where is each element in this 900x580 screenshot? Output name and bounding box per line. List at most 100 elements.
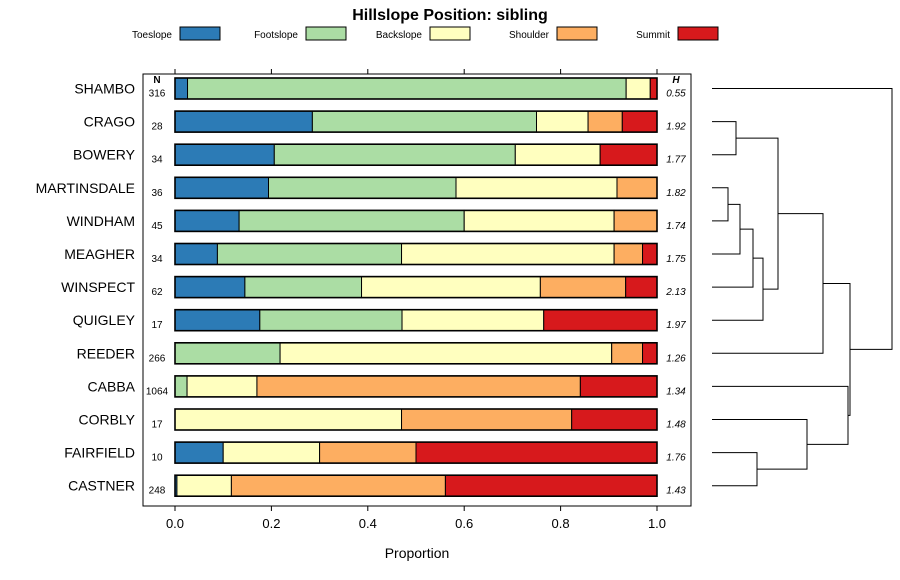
dendrogram-link	[712, 385, 849, 445]
row-martinsdale: MARTINSDALE 36 1.82	[36, 176, 686, 200]
row-h-value: 1.34	[666, 386, 686, 397]
dendrogram-link	[712, 213, 824, 354]
legend-swatch	[429, 26, 471, 41]
legend-label: Summit	[636, 30, 670, 41]
row-n-count: 36	[151, 188, 163, 199]
bar-segment-toeslope	[174, 276, 246, 299]
cluster-dendrogram	[712, 88, 893, 487]
dendrogram-link	[712, 121, 737, 156]
bar-outline	[174, 77, 658, 100]
n-column-header: N	[153, 75, 160, 86]
bar-outline	[174, 474, 658, 498]
bar-segment-summit	[649, 77, 658, 100]
legend-item-shoulder: Shoulder	[509, 26, 598, 41]
bar-segment-footslope	[238, 209, 465, 232]
bar-segment-toeslope	[174, 243, 218, 265]
row-label: CASTNER	[68, 478, 135, 494]
bar-outline	[174, 375, 658, 398]
row-h-value: 1.92	[666, 122, 686, 133]
plot-frame	[142, 73, 692, 507]
row-h-value: 0.55	[666, 89, 686, 100]
bar-segment-summit	[571, 408, 658, 431]
chart-title: Hillslope Position: sibling	[352, 7, 548, 24]
bar-segment-summit	[625, 276, 658, 299]
bar-segment-toeslope	[174, 143, 275, 166]
bar-segment-backslope	[401, 243, 615, 265]
dendrogram-link	[712, 228, 754, 288]
bar-outline	[174, 242, 658, 266]
bar-outline	[174, 143, 658, 166]
bar-segment-summit	[415, 441, 658, 464]
x-axis: 0.0 0.2 0.4 0.6 0.8 1.0	[166, 69, 666, 531]
x-tick-label: 0.4	[359, 516, 377, 531]
bar-segment-shoulder	[616, 176, 658, 199]
bar-segment-backslope	[186, 375, 258, 398]
row-label: WINSPECT	[61, 279, 135, 295]
bar-segment-shoulder	[539, 276, 627, 299]
row-label: BOWERY	[73, 147, 136, 163]
legend-item-footslope: Footslope	[254, 26, 347, 41]
x-tick-label: 0.2	[262, 516, 280, 531]
bar-outline	[174, 209, 658, 233]
legend-label: Shoulder	[509, 30, 550, 41]
bar-segment-footslope	[273, 143, 516, 166]
legend-label: Toeslope	[132, 30, 172, 41]
legend-swatch	[179, 26, 221, 41]
bar-segment-summit	[599, 143, 658, 166]
bar-segment-footslope	[268, 176, 457, 199]
row-crago: CRAGO 28 1.92	[84, 110, 686, 133]
row-h-value: 1.26	[666, 353, 686, 364]
row-n-count: 1064	[146, 386, 169, 397]
row-h-value: 1.97	[666, 320, 686, 331]
row-label: REEDER	[77, 345, 135, 361]
bar-segment-summit	[543, 309, 658, 332]
legend-item-backslope: Backslope	[376, 26, 471, 41]
row-h-value: 1.82	[666, 188, 686, 199]
bar-segment-backslope	[361, 276, 541, 299]
bar-outline	[174, 408, 658, 431]
bar-segment-footslope	[187, 77, 627, 100]
dendrogram-link	[712, 88, 893, 350]
bar-outline	[174, 275, 658, 299]
legend-item-toeslope: Toeslope	[132, 26, 221, 41]
row-castner: CASTNER 248 1.43	[68, 474, 686, 498]
row-n-count: 266	[149, 353, 166, 364]
bar-segment-shoulder	[613, 209, 658, 232]
bar-outline	[174, 341, 658, 365]
bar-segment-shoulder	[230, 474, 446, 497]
x-axis-label: Proportion	[385, 545, 450, 561]
bar-segment-backslope	[222, 441, 321, 464]
bar-segment-backslope	[625, 77, 651, 100]
bar-outline	[174, 308, 658, 332]
bar-segment-footslope	[216, 243, 403, 265]
row-h-value: 1.48	[666, 420, 686, 431]
bar-segment-backslope	[463, 209, 615, 232]
bar-segment-summit	[642, 342, 658, 365]
row-quigley: QUIGLEY 17 1.97	[73, 308, 686, 332]
row-h-value: 1.75	[666, 254, 686, 265]
row-label: MEAGHER	[64, 246, 135, 262]
row-h-value: 1.74	[666, 221, 686, 232]
x-tick-label: 0.0	[166, 516, 184, 531]
dendrogram-link	[823, 282, 851, 416]
bar-segment-shoulder	[319, 441, 417, 464]
legend-label: Footslope	[254, 30, 298, 41]
bar-segment-shoulder	[587, 110, 623, 133]
bar-segment-toeslope	[174, 209, 240, 232]
row-label: QUIGLEY	[73, 312, 136, 328]
legend-item-summit: Summit	[636, 26, 719, 41]
dendrogram-link	[712, 187, 729, 222]
bar-segment-backslope	[176, 474, 232, 497]
bar-segment-footslope	[311, 110, 537, 133]
legend: Toeslope Footslope Backslope Shoulder Summit	[132, 26, 719, 41]
x-tick-label: 0.8	[552, 516, 570, 531]
bar-segment-footslope	[259, 309, 403, 332]
row-h-value: 1.43	[666, 486, 686, 497]
bar-segment-backslope	[455, 176, 618, 199]
dendrogram-link	[712, 452, 758, 487]
bar-segment-summit	[642, 243, 658, 265]
bar-segment-footslope	[244, 276, 363, 299]
bar-segment-footslope	[174, 375, 188, 398]
bar-segment-shoulder	[611, 342, 644, 365]
